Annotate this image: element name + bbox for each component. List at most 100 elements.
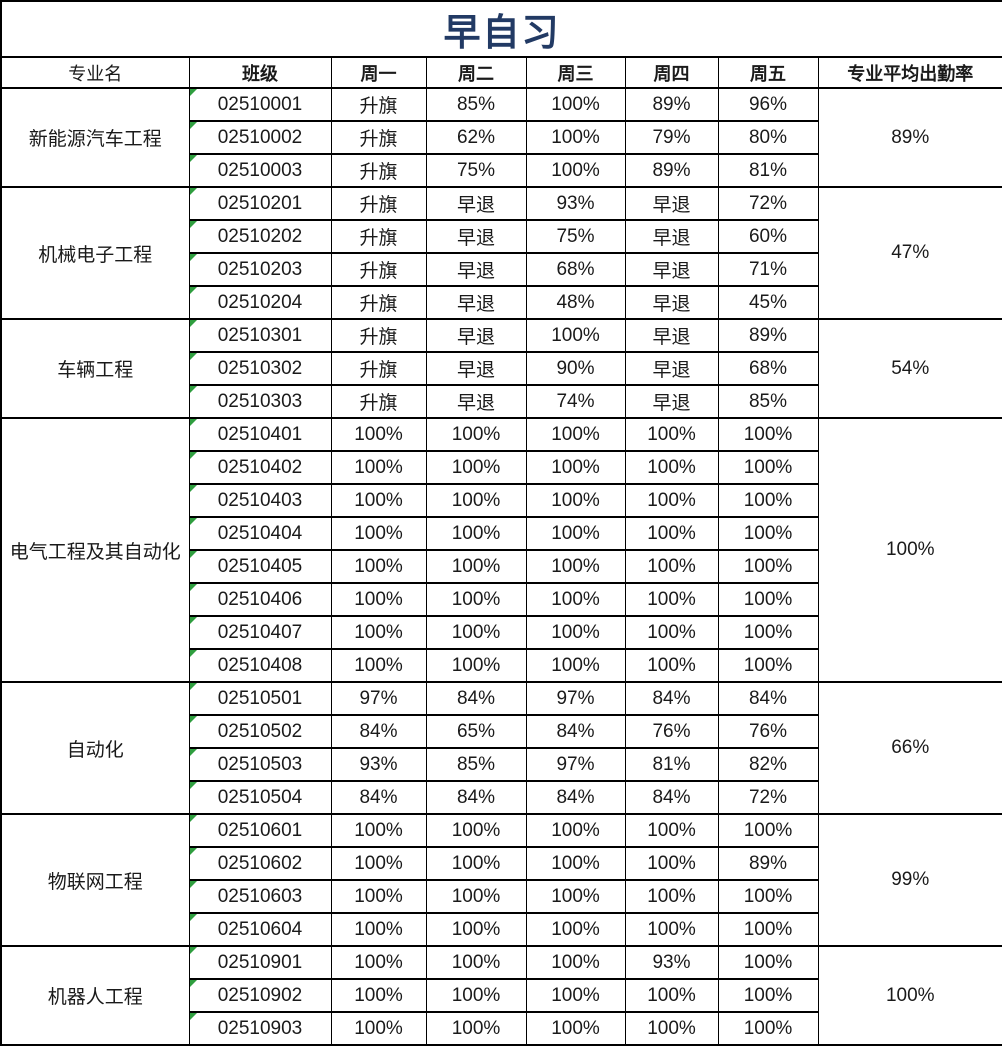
- attendance-value-cell: 72%: [717, 780, 819, 815]
- column-header-friday: 周五: [717, 56, 819, 89]
- attendance-value-cell: 100%: [525, 978, 626, 1013]
- attendance-value-cell: 100%: [624, 879, 719, 914]
- attendance-value-cell: 100%: [717, 648, 819, 683]
- attendance-value-cell: 100%: [525, 483, 626, 518]
- attendance-value-cell: 79%: [624, 120, 719, 155]
- attendance-value-cell: 早退: [624, 219, 719, 254]
- attendance-value-cell: 75%: [425, 153, 527, 188]
- average-attendance-cell: 47%: [817, 186, 1002, 320]
- cell-error-indicator-icon: [190, 354, 197, 360]
- attendance-value-cell: 85%: [717, 384, 819, 419]
- table-row: 02510903 100% 100% 100% 100% 100%: [1, 1011, 1002, 1046]
- attendance-value-cell: 72%: [717, 186, 819, 221]
- attendance-value-cell: 100%: [425, 1011, 527, 1046]
- attendance-value-cell: 100%: [330, 516, 427, 551]
- table-row: 02510603 100% 100% 100% 100% 100%: [1, 879, 1002, 914]
- attendance-value-cell: 100%: [425, 945, 527, 980]
- attendance-value-cell: 早退: [624, 285, 719, 320]
- attendance-value-cell: 85%: [425, 747, 527, 782]
- attendance-value-cell: 97%: [525, 747, 626, 782]
- cell-error-indicator-icon: [190, 486, 197, 492]
- attendance-value-cell: 100%: [425, 582, 527, 617]
- attendance-value-cell: 76%: [717, 714, 819, 749]
- class-number-label: 02510302: [217, 357, 303, 379]
- class-number-cell: 02510404: [188, 516, 332, 551]
- attendance-value-cell: 100%: [425, 648, 527, 683]
- class-number-cell: 02510301: [188, 318, 332, 353]
- attendance-value-cell: 100%: [717, 912, 819, 947]
- attendance-value-cell: 84%: [624, 780, 719, 815]
- class-number-cell: 02510405: [188, 549, 332, 584]
- attendance-value-cell: 100%: [525, 879, 626, 914]
- attendance-value-cell: 升旗: [330, 153, 427, 188]
- class-number-cell: 02510002: [188, 120, 332, 155]
- class-number-cell: 02510408: [188, 648, 332, 683]
- cell-error-indicator-icon: [190, 816, 197, 822]
- column-header-monday: 周一: [330, 56, 427, 89]
- cell-error-indicator-icon: [190, 783, 197, 789]
- table-row: 02510002 升旗 62% 100% 79% 80%: [1, 120, 1002, 155]
- class-number-cell: 02510003: [188, 153, 332, 188]
- attendance-value-cell: 100%: [624, 978, 719, 1013]
- attendance-value-cell: 68%: [717, 351, 819, 386]
- attendance-value-cell: 100%: [330, 483, 427, 518]
- attendance-value-cell: 76%: [624, 714, 719, 749]
- table-row: 02510203 升旗 早退 68% 早退 71%: [1, 252, 1002, 287]
- attendance-value-cell: 100%: [717, 615, 819, 650]
- class-number-cell: 02510503: [188, 747, 332, 782]
- major-name-cell: 自动化: [0, 681, 190, 815]
- table-row: 02510302 升旗 早退 90% 早退 68%: [1, 351, 1002, 386]
- attendance-value-cell: 早退: [425, 186, 527, 221]
- class-number-label: 02510204: [217, 291, 303, 313]
- class-number-label: 02510407: [217, 621, 303, 643]
- attendance-value-cell: 100%: [330, 549, 427, 584]
- attendance-value-cell: 100%: [624, 417, 719, 452]
- table-row: 02510303 升旗 早退 74% 早退 85%: [1, 384, 1002, 419]
- attendance-value-cell: 升旗: [330, 87, 427, 122]
- attendance-value-cell: 早退: [624, 318, 719, 353]
- attendance-value-cell: 85%: [425, 87, 527, 122]
- class-number-cell: 02510202: [188, 219, 332, 254]
- class-number-cell: 02510401: [188, 417, 332, 452]
- class-number-label: 02510403: [217, 489, 303, 511]
- cell-error-indicator-icon: [190, 1014, 197, 1020]
- attendance-value-cell: 100%: [624, 813, 719, 848]
- attendance-value-cell: 84%: [330, 714, 427, 749]
- cell-error-indicator-icon: [190, 585, 197, 591]
- attendance-value-cell: 45%: [717, 285, 819, 320]
- class-number-cell: 02510902: [188, 978, 332, 1013]
- table-row: 02510202 升旗 早退 75% 早退 60%: [1, 219, 1002, 254]
- attendance-value-cell: 早退: [425, 285, 527, 320]
- table-row: 物联网工程 02510601 100% 100% 100% 100% 100% 99%: [0, 813, 1002, 947]
- attendance-value-cell: 升旗: [330, 318, 427, 353]
- cell-error-indicator-icon: [190, 651, 197, 657]
- class-number-label: 02510504: [217, 786, 303, 808]
- attendance-value-cell: 100%: [425, 879, 527, 914]
- class-number-cell: 02510406: [188, 582, 332, 617]
- attendance-value-cell: 100%: [717, 516, 819, 551]
- attendance-value-cell: 100%: [624, 1011, 719, 1046]
- class-number-label: 02510901: [217, 951, 303, 973]
- attendance-value-cell: 81%: [717, 153, 819, 188]
- class-number-cell: 02510303: [188, 384, 332, 419]
- attendance-value-cell: 100%: [425, 615, 527, 650]
- class-number-cell: 02510602: [188, 846, 332, 881]
- table-row: 02510402 100% 100% 100% 100% 100%: [1, 450, 1002, 485]
- table-row: 02510404 100% 100% 100% 100% 100%: [1, 516, 1002, 551]
- attendance-value-cell: 62%: [425, 120, 527, 155]
- cell-error-indicator-icon: [190, 684, 197, 690]
- attendance-value-cell: 100%: [717, 450, 819, 485]
- table-row: 车辆工程 02510301 升旗 早退 100% 早退 89% 54%: [0, 318, 1002, 419]
- attendance-value-cell: 100%: [717, 879, 819, 914]
- attendance-value-cell: 100%: [525, 582, 626, 617]
- attendance-value-cell: 100%: [624, 549, 719, 584]
- attendance-value-cell: 100%: [425, 483, 527, 518]
- class-number-label: 02510604: [217, 918, 303, 940]
- class-number-cell: 02510901: [188, 945, 332, 980]
- attendance-value-cell: 80%: [717, 120, 819, 155]
- attendance-value-cell: 89%: [624, 87, 719, 122]
- cell-error-indicator-icon: [190, 915, 197, 921]
- attendance-value-cell: 100%: [624, 450, 719, 485]
- attendance-value-cell: 81%: [624, 747, 719, 782]
